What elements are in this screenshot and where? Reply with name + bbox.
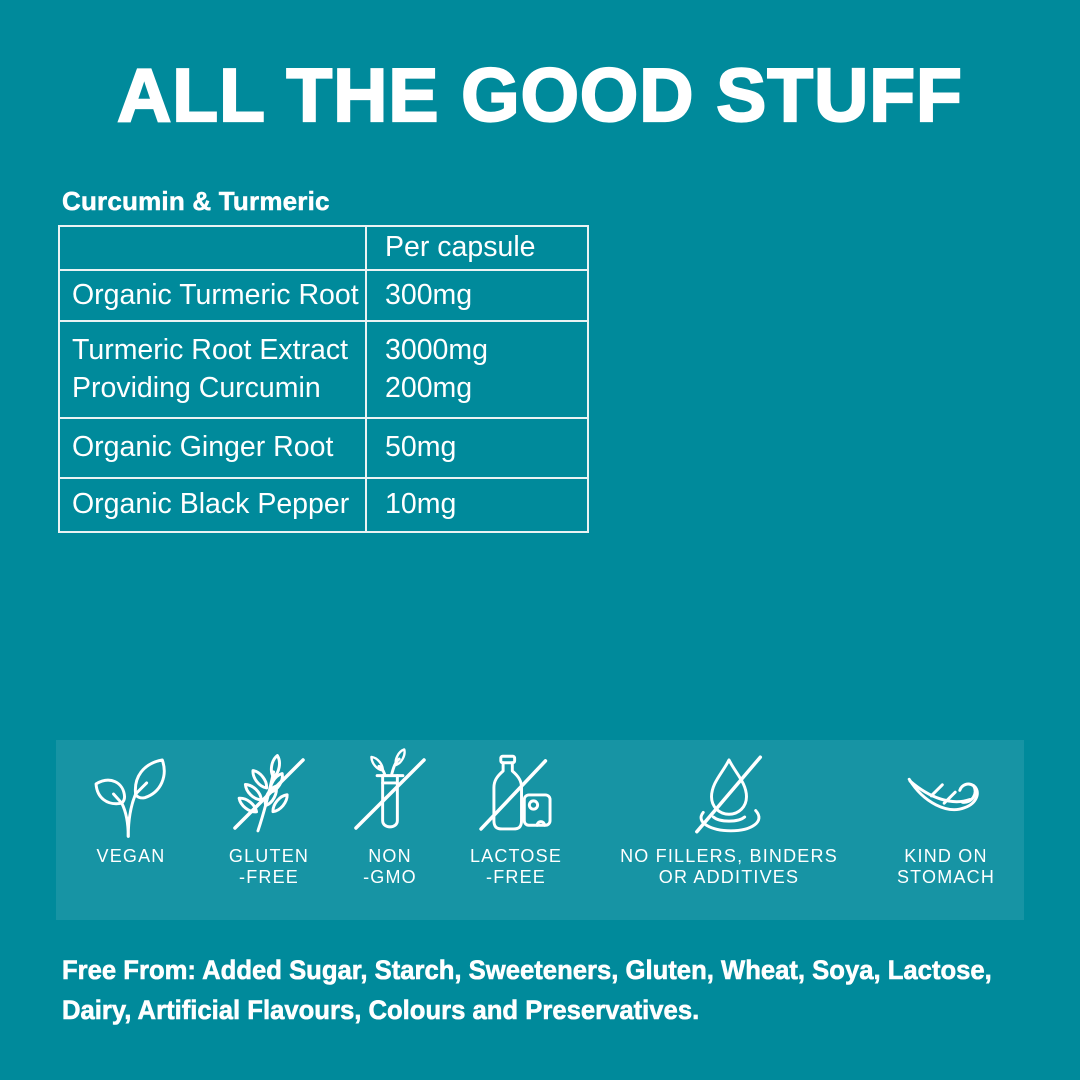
ingredient-text: Organic Black Pepper	[72, 488, 350, 521]
supplement-table: Per capsule Organic Turmeric Root 300mg …	[58, 225, 589, 533]
ingredient-cell: Organic Turmeric Root	[58, 269, 367, 322]
kind-on-stomach-feather-icon	[907, 777, 979, 812]
badge-label: GLUTEN -FREE	[228, 846, 310, 887]
lactose-free-milk-icon	[479, 754, 552, 831]
table-section-label: Curcumin & Turmeric	[62, 186, 330, 217]
table-row: Turmeric Root Extract Providing Curcumin…	[58, 320, 589, 419]
table-row: Organic Turmeric Root 300mg	[58, 269, 589, 322]
table-row: Organic Ginger Root 50mg	[58, 417, 589, 479]
badge-label: KIND ON STOMACH	[896, 846, 996, 887]
amount-cell: 50mg	[365, 417, 589, 479]
amount-text: 200mg	[385, 371, 473, 404]
free-from-statement: Free From: Added Sugar, Starch, Sweetene…	[62, 955, 992, 1026]
table-header-row: Per capsule	[58, 225, 589, 271]
empty-header-cell	[58, 225, 367, 271]
ingredient-cell: Turmeric Root Extract Providing Curcumin	[58, 320, 367, 419]
badge-label: VEGAN	[96, 846, 166, 866]
amount-text: 10mg	[385, 488, 457, 521]
table-row: Organic Black Pepper 10mg	[58, 477, 589, 533]
badge-non-gmo: NON -GMO	[320, 748, 460, 888]
badge-label: NO FILLERS, BINDERS OR ADDITIVES	[620, 846, 838, 887]
amount-cell: 10mg	[365, 477, 589, 533]
badge-label: LACTOSE -FREE	[469, 846, 563, 887]
badge-label: NON -GMO	[363, 846, 417, 887]
gluten-free-wheat-icon	[233, 754, 305, 833]
no-fillers-droplet-icon	[695, 755, 763, 834]
amount-text: 50mg	[385, 431, 457, 464]
amount-text: 3000mg	[385, 333, 488, 366]
vegan-leaf-icon	[94, 758, 166, 838]
page-title: ALL THE GOOD STUFF	[116, 52, 963, 138]
ingredient-cell: Organic Black Pepper	[58, 477, 367, 533]
ingredient-cell: Organic Ginger Root	[58, 417, 367, 479]
ingredient-text: Organic Turmeric Root	[72, 278, 359, 311]
amount-cell: 3000mg 200mg	[365, 320, 589, 419]
ingredient-text: Turmeric Root Extract	[72, 333, 349, 366]
benefit-badges-band: VEGAN GLUTEN -FREE	[56, 740, 1024, 920]
badge-no-fillers: NO FILLERS, BINDERS OR ADDITIVES	[579, 748, 879, 888]
amount-text: 300mg	[385, 278, 473, 311]
badge-vegan: VEGAN	[61, 748, 201, 867]
badge-kind-on-stomach: KIND ON STOMACH	[846, 748, 1046, 888]
ingredient-text: Organic Ginger Root	[72, 431, 334, 464]
badge-gluten-free: GLUTEN -FREE	[194, 748, 344, 888]
per-capsule-header-cell: Per capsule	[365, 225, 589, 271]
amount-cell: 300mg	[365, 269, 589, 322]
ingredient-text: Providing Curcumin	[72, 371, 321, 404]
badge-lactose-free: LACTOSE -FREE	[436, 748, 596, 888]
non-gmo-test-tube-icon	[354, 748, 426, 830]
